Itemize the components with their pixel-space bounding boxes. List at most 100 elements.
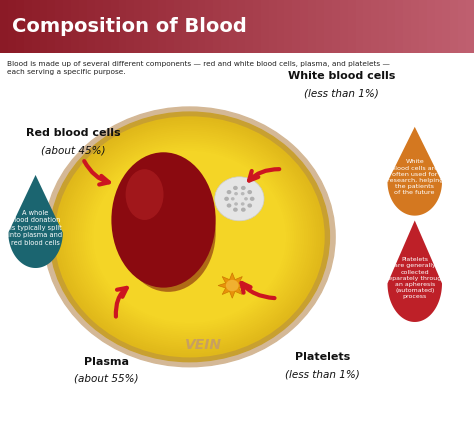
Circle shape <box>83 142 296 332</box>
Circle shape <box>215 177 264 221</box>
Bar <box>198 0 206 53</box>
Bar <box>364 0 372 53</box>
Circle shape <box>233 208 238 212</box>
Circle shape <box>71 131 309 343</box>
Bar <box>24 0 32 53</box>
Circle shape <box>250 197 255 201</box>
Polygon shape <box>387 127 442 216</box>
Circle shape <box>241 192 245 195</box>
Bar <box>245 0 253 53</box>
Circle shape <box>244 197 248 201</box>
Circle shape <box>75 135 304 339</box>
Circle shape <box>59 120 320 354</box>
Ellipse shape <box>111 152 216 288</box>
Text: (less than 1%): (less than 1%) <box>285 369 360 379</box>
Bar <box>127 0 135 53</box>
Bar <box>403 0 411 53</box>
Bar <box>47 0 56 53</box>
Text: Plasma: Plasma <box>84 357 129 367</box>
Bar <box>332 0 340 53</box>
Circle shape <box>67 127 312 346</box>
Bar <box>387 0 395 53</box>
Bar <box>276 0 285 53</box>
Bar <box>356 0 364 53</box>
Bar <box>308 0 317 53</box>
Bar <box>427 0 435 53</box>
Text: VEIN: VEIN <box>185 338 222 352</box>
Bar <box>150 0 158 53</box>
Bar <box>379 0 388 53</box>
Bar <box>0 0 9 53</box>
Circle shape <box>227 203 231 208</box>
Text: Platelets: Platelets <box>295 352 350 363</box>
Polygon shape <box>8 175 63 268</box>
Circle shape <box>63 124 317 350</box>
Text: Red blood cells: Red blood cells <box>26 128 121 138</box>
Text: (about 55%): (about 55%) <box>74 374 139 384</box>
Bar <box>174 0 182 53</box>
Bar <box>458 0 466 53</box>
Bar <box>292 0 301 53</box>
Circle shape <box>226 280 238 291</box>
Bar <box>79 0 87 53</box>
Polygon shape <box>218 273 246 298</box>
Bar <box>134 0 143 53</box>
Bar <box>300 0 309 53</box>
Circle shape <box>44 107 335 367</box>
Circle shape <box>81 140 298 334</box>
Circle shape <box>61 122 319 352</box>
Bar <box>63 0 72 53</box>
Bar <box>237 0 246 53</box>
Bar <box>32 0 40 53</box>
Bar <box>103 0 111 53</box>
Text: Blood is made up of several different components — red and white blood cells, pl: Blood is made up of several different co… <box>7 61 390 75</box>
Bar <box>316 0 324 53</box>
Bar <box>16 0 24 53</box>
Circle shape <box>64 125 315 349</box>
Text: White
blood cells are
often used for
research, helping
the patients
of the futur: White blood cells are often used for res… <box>387 159 443 195</box>
Circle shape <box>69 129 310 345</box>
Bar <box>142 0 151 53</box>
Bar <box>324 0 332 53</box>
FancyArrowPatch shape <box>116 288 127 316</box>
Text: White blood cells: White blood cells <box>288 71 395 81</box>
Circle shape <box>77 136 302 338</box>
Bar <box>71 0 80 53</box>
Bar <box>55 0 64 53</box>
Circle shape <box>50 112 329 362</box>
Ellipse shape <box>126 169 164 220</box>
Bar <box>340 0 348 53</box>
Bar <box>411 0 419 53</box>
Circle shape <box>85 143 294 330</box>
Circle shape <box>234 202 238 206</box>
Circle shape <box>87 145 292 329</box>
Bar <box>190 0 198 53</box>
Circle shape <box>231 197 235 201</box>
Circle shape <box>224 197 229 201</box>
Circle shape <box>227 190 231 194</box>
Bar <box>182 0 190 53</box>
Bar <box>118 0 127 53</box>
FancyArrowPatch shape <box>242 283 274 298</box>
Bar <box>395 0 403 53</box>
Bar <box>261 0 269 53</box>
Bar <box>158 0 166 53</box>
Circle shape <box>89 147 290 327</box>
Bar <box>466 0 474 53</box>
Text: A whole
blood donation
is typically split
into plasma and
red blood cells: A whole blood donation is typically spli… <box>9 210 63 246</box>
Bar <box>87 0 95 53</box>
Bar <box>8 0 16 53</box>
FancyArrowPatch shape <box>84 161 109 184</box>
Circle shape <box>247 203 252 208</box>
Bar <box>347 0 356 53</box>
Ellipse shape <box>121 173 216 292</box>
FancyArrowPatch shape <box>249 169 279 181</box>
Circle shape <box>241 202 245 206</box>
Circle shape <box>73 132 307 341</box>
Bar <box>213 0 222 53</box>
Circle shape <box>233 186 238 190</box>
Circle shape <box>241 208 246 212</box>
Circle shape <box>55 116 325 357</box>
Text: Platelets
are generally
collected
separately through
an apheresis
(automated)
pr: Platelets are generally collected separa… <box>384 257 445 299</box>
Bar <box>229 0 237 53</box>
